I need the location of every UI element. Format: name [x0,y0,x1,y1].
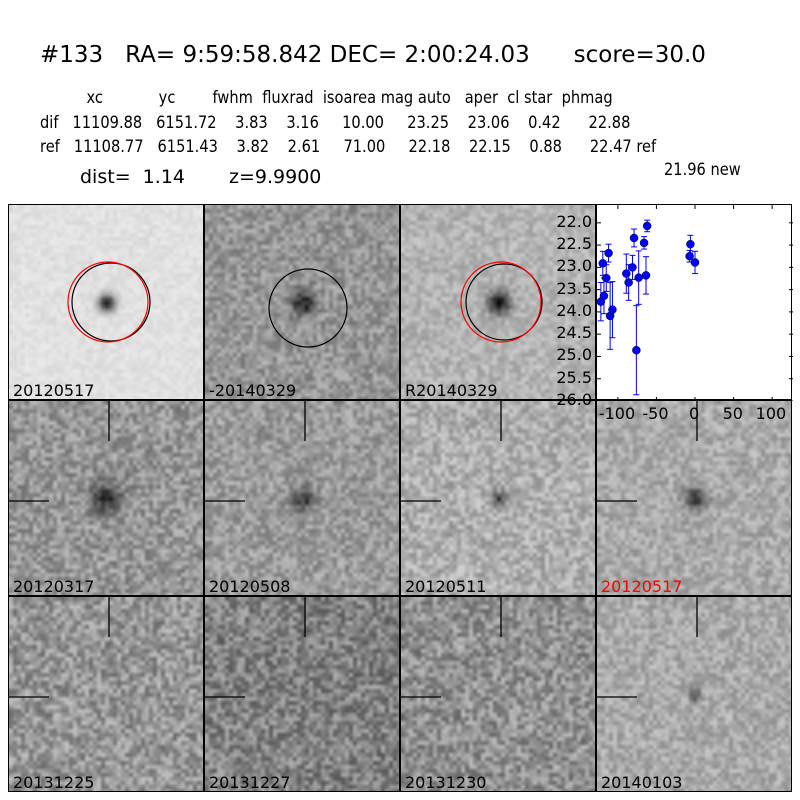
y-tick-label: 22.5 [556,234,592,254]
stamp-overlay [205,597,306,698]
stamp-overlay [597,597,698,698]
image-stamp: 20120508 [204,400,400,596]
light-curve-svg [596,205,793,402]
stamp-date-label: 20120511 [405,577,487,596]
image-stamp: 20120517 [8,204,204,400]
data-point [598,259,608,268]
stamp-date-label: 20120508 [209,577,291,596]
y-tick-label: 22.0 [556,211,592,231]
y-tick-label: 25.5 [556,367,592,387]
stamp-overlay [67,261,151,343]
y-tick-label: 23.0 [556,256,592,276]
data-point [624,278,633,287]
stamp-image [401,401,595,595]
stamp-overlay [205,401,306,502]
data-point [641,271,651,280]
image-stamp: 20120517 [596,400,792,596]
dif-row: dif 11109.88 6151.72 3.83 3.16 10.00 23.… [40,113,631,133]
stamp-date-label: -20140329 [209,381,297,400]
x-tick-label: 50 [722,404,743,423]
red-aperture-circle [460,261,542,343]
column-headers: xc yc fwhm fluxrad isoarea mag auto aper… [40,88,613,108]
stamp-image [205,205,399,399]
stamp-date-label: 20140103 [601,773,683,792]
stamp-image [205,597,399,791]
black-aperture-circle [465,263,543,341]
data-point [685,251,694,261]
light-curve-plot [596,204,793,402]
new-mag: 21.96 new [664,160,741,180]
y-tick-label: 24.5 [556,323,592,343]
stamp-image [597,401,791,595]
data-point [604,248,613,258]
candidate-title: #133 RA= 9:59:58.842 DEC= 2:00:24.03 sco… [40,42,706,68]
image-stamp: 20131227 [204,596,400,792]
stamp-image [205,401,399,595]
data-point [686,239,695,249]
x-tick-label: -50 [642,404,669,423]
stamp-image [401,597,595,791]
stamp-image [597,597,791,791]
data-point [599,291,609,301]
dist-value: dist= 1.14 [80,166,185,188]
red-aperture-circle [67,261,149,343]
stamp-date-label: 20120517 [601,577,683,596]
stamp-overlay [597,401,698,502]
y-tick-label: 26.0 [556,390,592,409]
data-point [690,258,700,267]
black-aperture-circle [71,262,151,342]
stamp-image [401,205,595,399]
stamp-overlay [401,597,502,698]
y-tick-label: 25.0 [556,345,592,365]
y-tick-label: 24.0 [556,300,592,320]
stamp-date-label: R20140329 [405,381,498,400]
stamp-image [9,205,203,399]
y-tick-label: 23.5 [556,278,592,298]
stamp-overlay [268,268,348,348]
stamp-overlay [460,261,543,343]
x-tick-label: -100 [598,404,636,423]
image-stamp: -20140329 [204,204,400,400]
data-point [608,305,617,314]
black-aperture-circle [268,268,348,348]
stamp-overlay [9,597,110,698]
image-stamp: 20131225 [8,596,204,792]
stamp-image [9,401,203,595]
x-tick-label: 0 [689,404,700,423]
ref-row: ref 11108.77 6151.43 3.82 2.61 71.00 22.… [40,137,657,157]
data-point [639,238,649,248]
data-point [642,221,652,231]
stamp-date-label: 20120517 [13,381,95,400]
image-stamp: 20131230 [400,596,596,792]
x-tick-label: 100 [755,404,787,423]
image-stamp: 20120317 [8,400,204,596]
stamp-overlay [9,401,110,502]
stamp-date-label: 20131230 [405,773,487,792]
stamp-date-label: 20131225 [13,773,95,792]
stamp-date-label: 20120317 [13,577,95,596]
z-value: z=9.9900 [229,166,322,188]
data-point [628,263,637,272]
data-point [632,345,641,355]
data-point [602,273,611,283]
image-stamp: R20140329 [400,204,596,400]
data-point [634,273,643,282]
image-stamp: 20120511 [400,400,596,596]
stamp-overlay [401,401,502,502]
data-point [629,233,639,243]
stamp-date-label: 20131227 [209,773,291,792]
stamp-image [9,597,203,791]
image-stamp: 20140103 [596,596,792,792]
